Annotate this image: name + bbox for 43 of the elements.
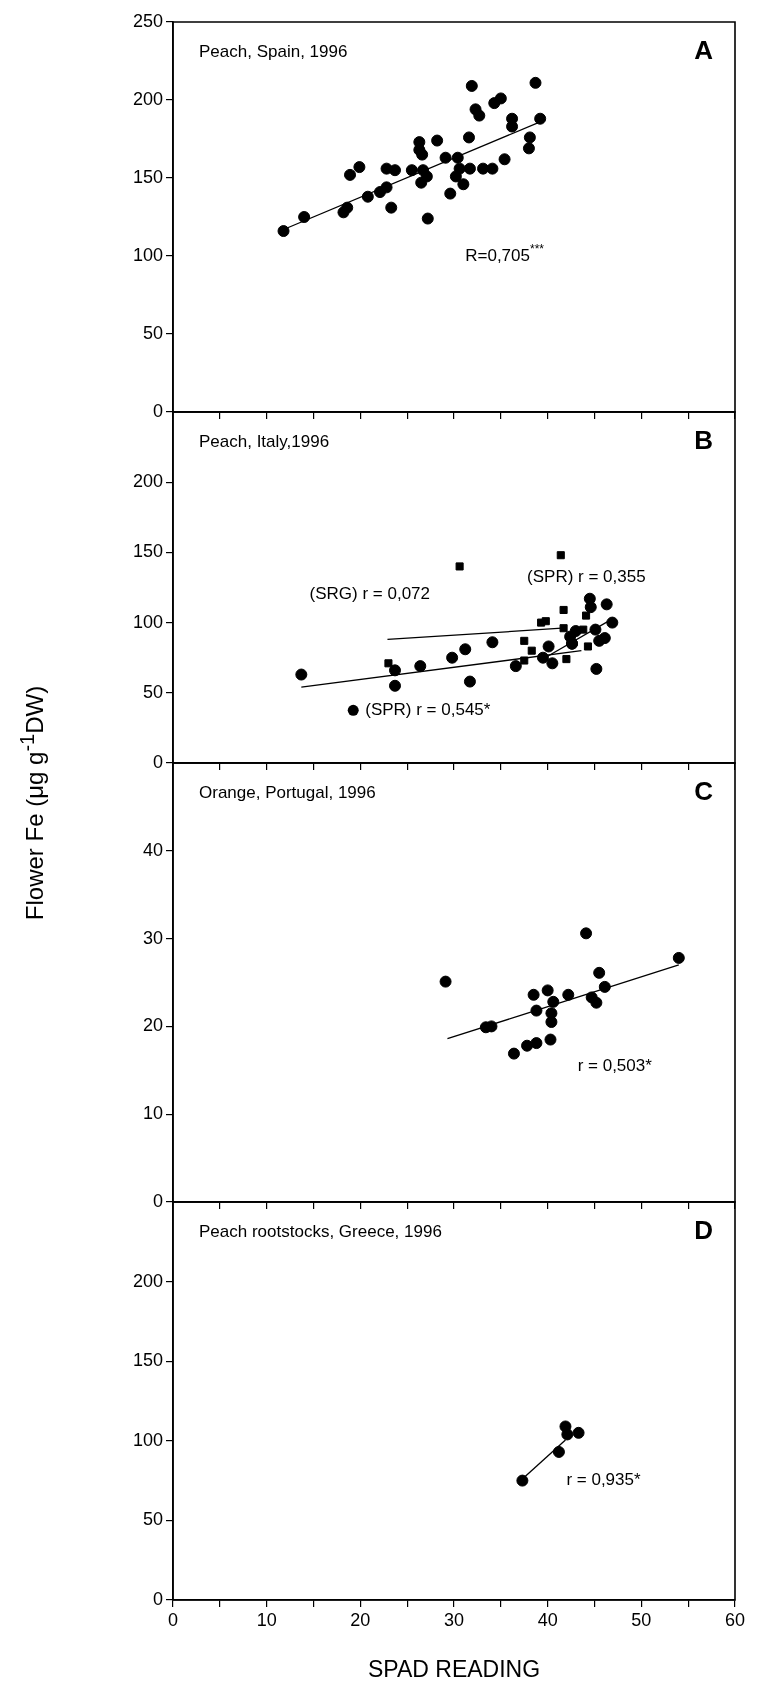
y-tick-label: 0 [152, 1588, 163, 1609]
y-tick-label: 200 [132, 1270, 163, 1291]
x-tick-label: 50 [631, 1609, 652, 1630]
annotation: B [694, 425, 713, 456]
y-tick-label: 200 [132, 88, 163, 109]
y-tick-label: 200 [132, 471, 163, 492]
series-label: (SRG) r = 0,072 [309, 584, 431, 604]
annotation: D [694, 1215, 713, 1246]
y-tick-label: 50 [142, 322, 163, 343]
annotation: r = 0,503* [577, 1055, 653, 1075]
x-tick-label: 20 [350, 1609, 371, 1630]
annotation: C [694, 776, 714, 807]
y-tick-label: 100 [132, 1429, 163, 1450]
y-tick-label: 10 [142, 1103, 163, 1124]
text: Peach rootstocks, Greece, 1996 [199, 1221, 442, 1241]
text: Peach, Italy,1996 [199, 431, 330, 451]
y-tick-label: 20 [142, 1015, 163, 1036]
series-label: (SPR) r = 0,355 [527, 566, 646, 586]
annotation: A [694, 35, 714, 66]
y-tick-label: 50 [142, 681, 163, 702]
y-tick-label: 150 [132, 166, 163, 187]
text: Peach, Spain, 1996 [199, 41, 348, 61]
y-tick-label: 0 [152, 400, 163, 421]
y-tick-label: 40 [142, 839, 163, 860]
x-axis-title: SPAD READING [367, 1655, 541, 1682]
annotation: r = 0,935* [566, 1470, 641, 1490]
x-tick-label: 30 [443, 1609, 465, 1630]
y-tick-label: 100 [132, 611, 163, 632]
x-tick-label: 60 [724, 1609, 746, 1630]
y-tick-label: 50 [142, 1509, 163, 1530]
y-tick-label: 150 [132, 1350, 163, 1371]
y-tick-label: 0 [152, 751, 163, 772]
x-tick-label: 10 [256, 1609, 277, 1630]
x-tick-label: 0 [167, 1609, 179, 1630]
y-tick-label: 100 [132, 244, 163, 265]
text: Orange, Portugal, 1996 [199, 782, 376, 802]
legend-label: (SPR) r = 0,545* [365, 700, 491, 720]
y-tick-label: 250 [132, 10, 163, 31]
x-tick-label: 40 [537, 1609, 558, 1630]
y-tick-label: 150 [132, 541, 163, 562]
y-tick-label: 0 [152, 1190, 163, 1211]
y-tick-label: 30 [142, 927, 163, 948]
annotation: R=0,705*** [465, 242, 545, 265]
